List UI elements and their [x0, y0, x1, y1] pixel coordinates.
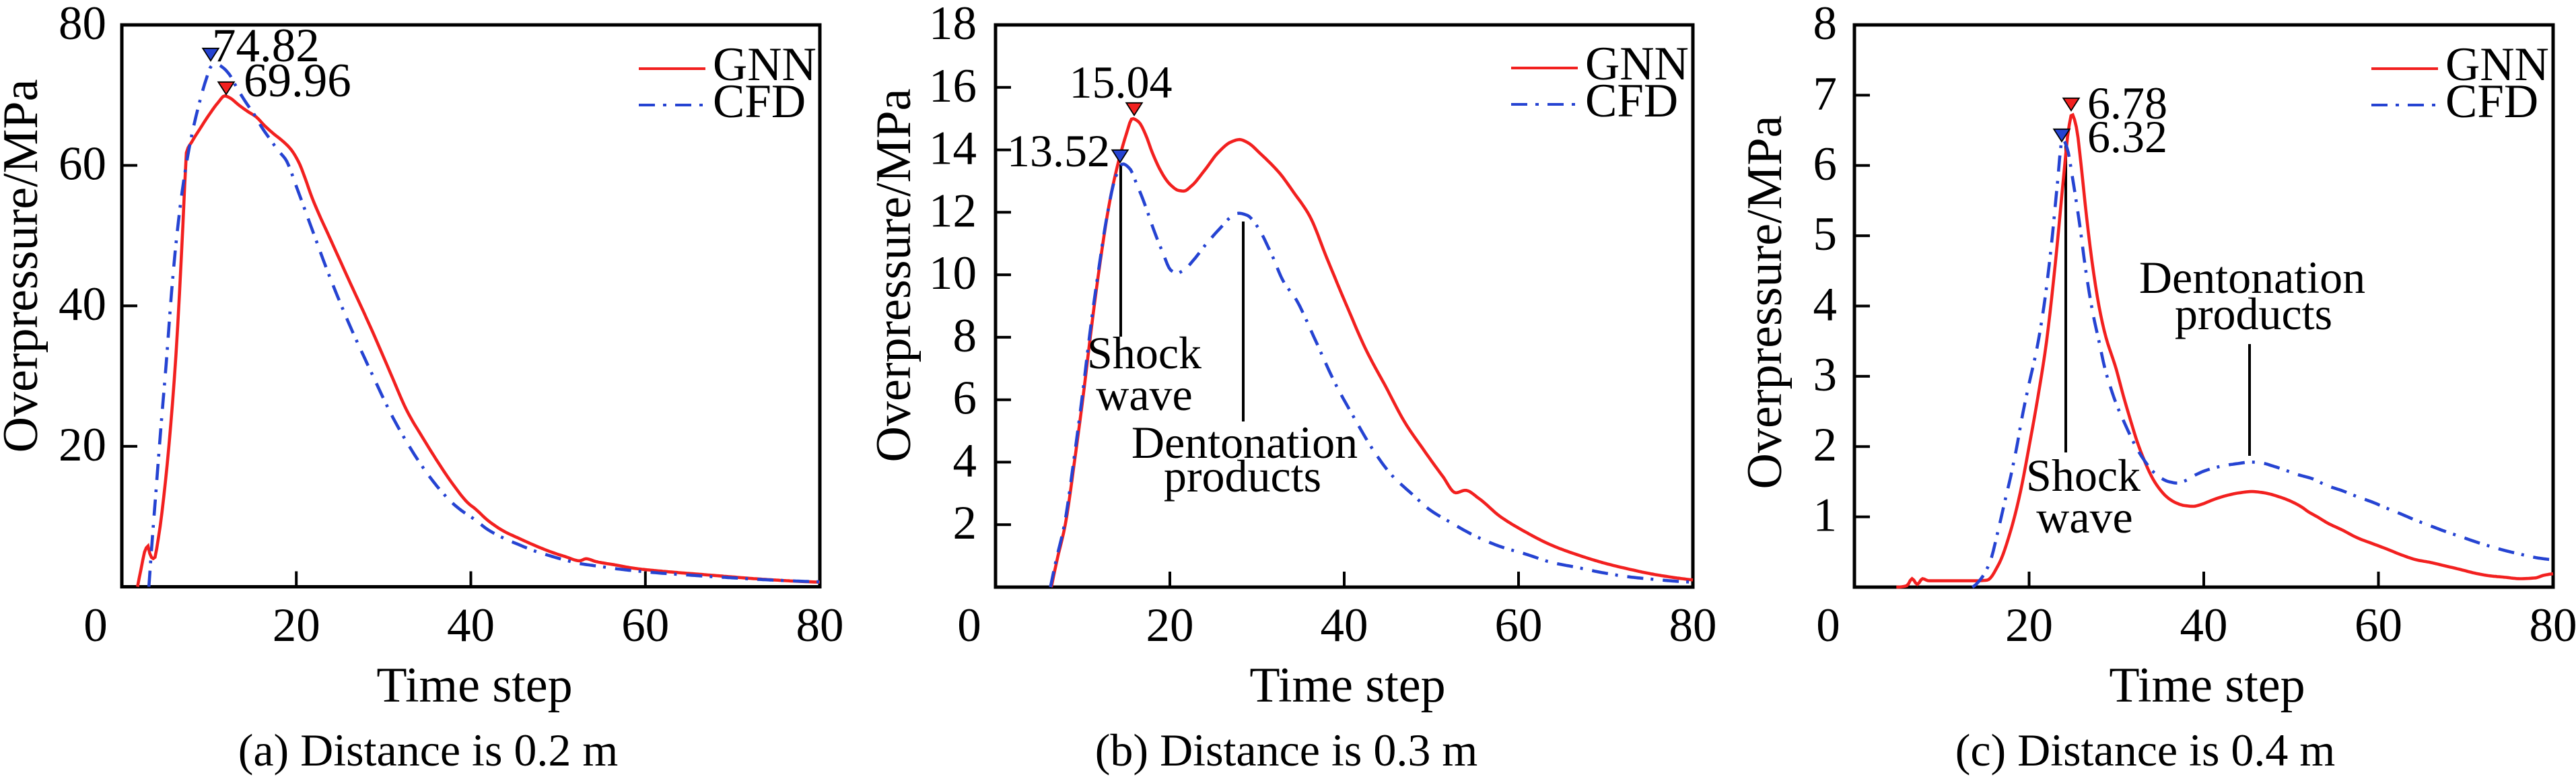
svg-text:8: 8 [1813, 0, 1838, 50]
svg-text:GNN: GNN [713, 38, 816, 91]
svg-text:8: 8 [953, 310, 977, 362]
svg-text:(a) Distance is 0.2 m: (a) Distance is 0.2 m [238, 724, 619, 776]
svg-text:Time step: Time step [2109, 658, 2305, 713]
svg-text:(b) Distance is 0.3 m: (b) Distance is 0.3 m [1095, 724, 1477, 776]
svg-text:40: 40 [1321, 599, 1368, 652]
svg-text:0: 0 [1816, 599, 1840, 652]
svg-text:Time step: Time step [1249, 658, 1445, 713]
svg-text:74.82: 74.82 [212, 20, 320, 72]
svg-text:20: 20 [59, 419, 106, 471]
svg-text:7: 7 [1813, 67, 1838, 120]
svg-text:80: 80 [796, 599, 844, 652]
svg-text:13.52: 13.52 [1007, 125, 1110, 176]
svg-text:Time step: Time step [376, 658, 572, 713]
svg-text:(c) Distance is 0.4 m: (c) Distance is 0.4 m [1955, 724, 2336, 776]
svg-text:2: 2 [1813, 419, 1838, 471]
svg-text:Dentonation: Dentonation [2139, 252, 2365, 303]
svg-text:40: 40 [59, 278, 106, 331]
svg-text:Shock: Shock [1087, 327, 1202, 378]
svg-text:4: 4 [1813, 279, 1838, 331]
svg-text:40: 40 [2180, 599, 2228, 652]
svg-text:60: 60 [2355, 599, 2402, 652]
svg-text:20: 20 [1146, 599, 1194, 652]
svg-text:20: 20 [2005, 599, 2053, 652]
svg-text:80: 80 [1669, 599, 1717, 652]
svg-text:15.04: 15.04 [1070, 57, 1173, 108]
svg-text:2: 2 [953, 497, 977, 549]
svg-text:CFD: CFD [1585, 75, 1678, 127]
svg-text:products: products [2175, 288, 2332, 339]
svg-text:69.96: 69.96 [244, 55, 351, 107]
svg-text:Shock: Shock [2026, 450, 2140, 501]
svg-text:0: 0 [83, 599, 108, 652]
svg-text:Overpressure/MPa: Overpressure/MPa [866, 89, 921, 463]
svg-text:CFD: CFD [2445, 75, 2538, 128]
svg-text:products: products [1164, 450, 1321, 502]
svg-text:10: 10 [929, 247, 977, 300]
svg-text:5: 5 [1813, 208, 1838, 261]
svg-text:Overpressure/MPa: Overpressure/MPa [0, 79, 48, 453]
svg-text:20: 20 [273, 599, 320, 652]
svg-text:Dentonation: Dentonation [1132, 417, 1358, 468]
svg-text:6: 6 [953, 372, 977, 425]
svg-text:60: 60 [59, 138, 106, 191]
svg-text:14: 14 [929, 123, 977, 175]
svg-text:3: 3 [1813, 349, 1838, 401]
svg-text:Overpressure/MPa: Overpressure/MPa [1737, 116, 1792, 489]
svg-text:6: 6 [1813, 138, 1838, 191]
svg-text:18: 18 [929, 0, 977, 50]
svg-text:6.78: 6.78 [2087, 77, 2167, 129]
svg-text:4: 4 [953, 434, 977, 487]
svg-text:wave: wave [2036, 492, 2132, 543]
svg-text:12: 12 [929, 184, 977, 237]
svg-text:60: 60 [621, 599, 669, 652]
svg-text:GNN: GNN [1585, 38, 1689, 90]
svg-text:1: 1 [1813, 489, 1838, 542]
svg-text:80: 80 [2530, 599, 2576, 652]
svg-text:0: 0 [957, 599, 981, 652]
svg-text:6.32: 6.32 [2087, 111, 2167, 162]
svg-text:40: 40 [447, 599, 495, 652]
svg-text:wave: wave [1096, 369, 1192, 420]
svg-text:CFD: CFD [713, 75, 806, 128]
svg-text:80: 80 [59, 0, 106, 50]
svg-text:60: 60 [1495, 599, 1543, 652]
svg-text:16: 16 [929, 60, 977, 112]
svg-text:GNN: GNN [2445, 38, 2549, 91]
